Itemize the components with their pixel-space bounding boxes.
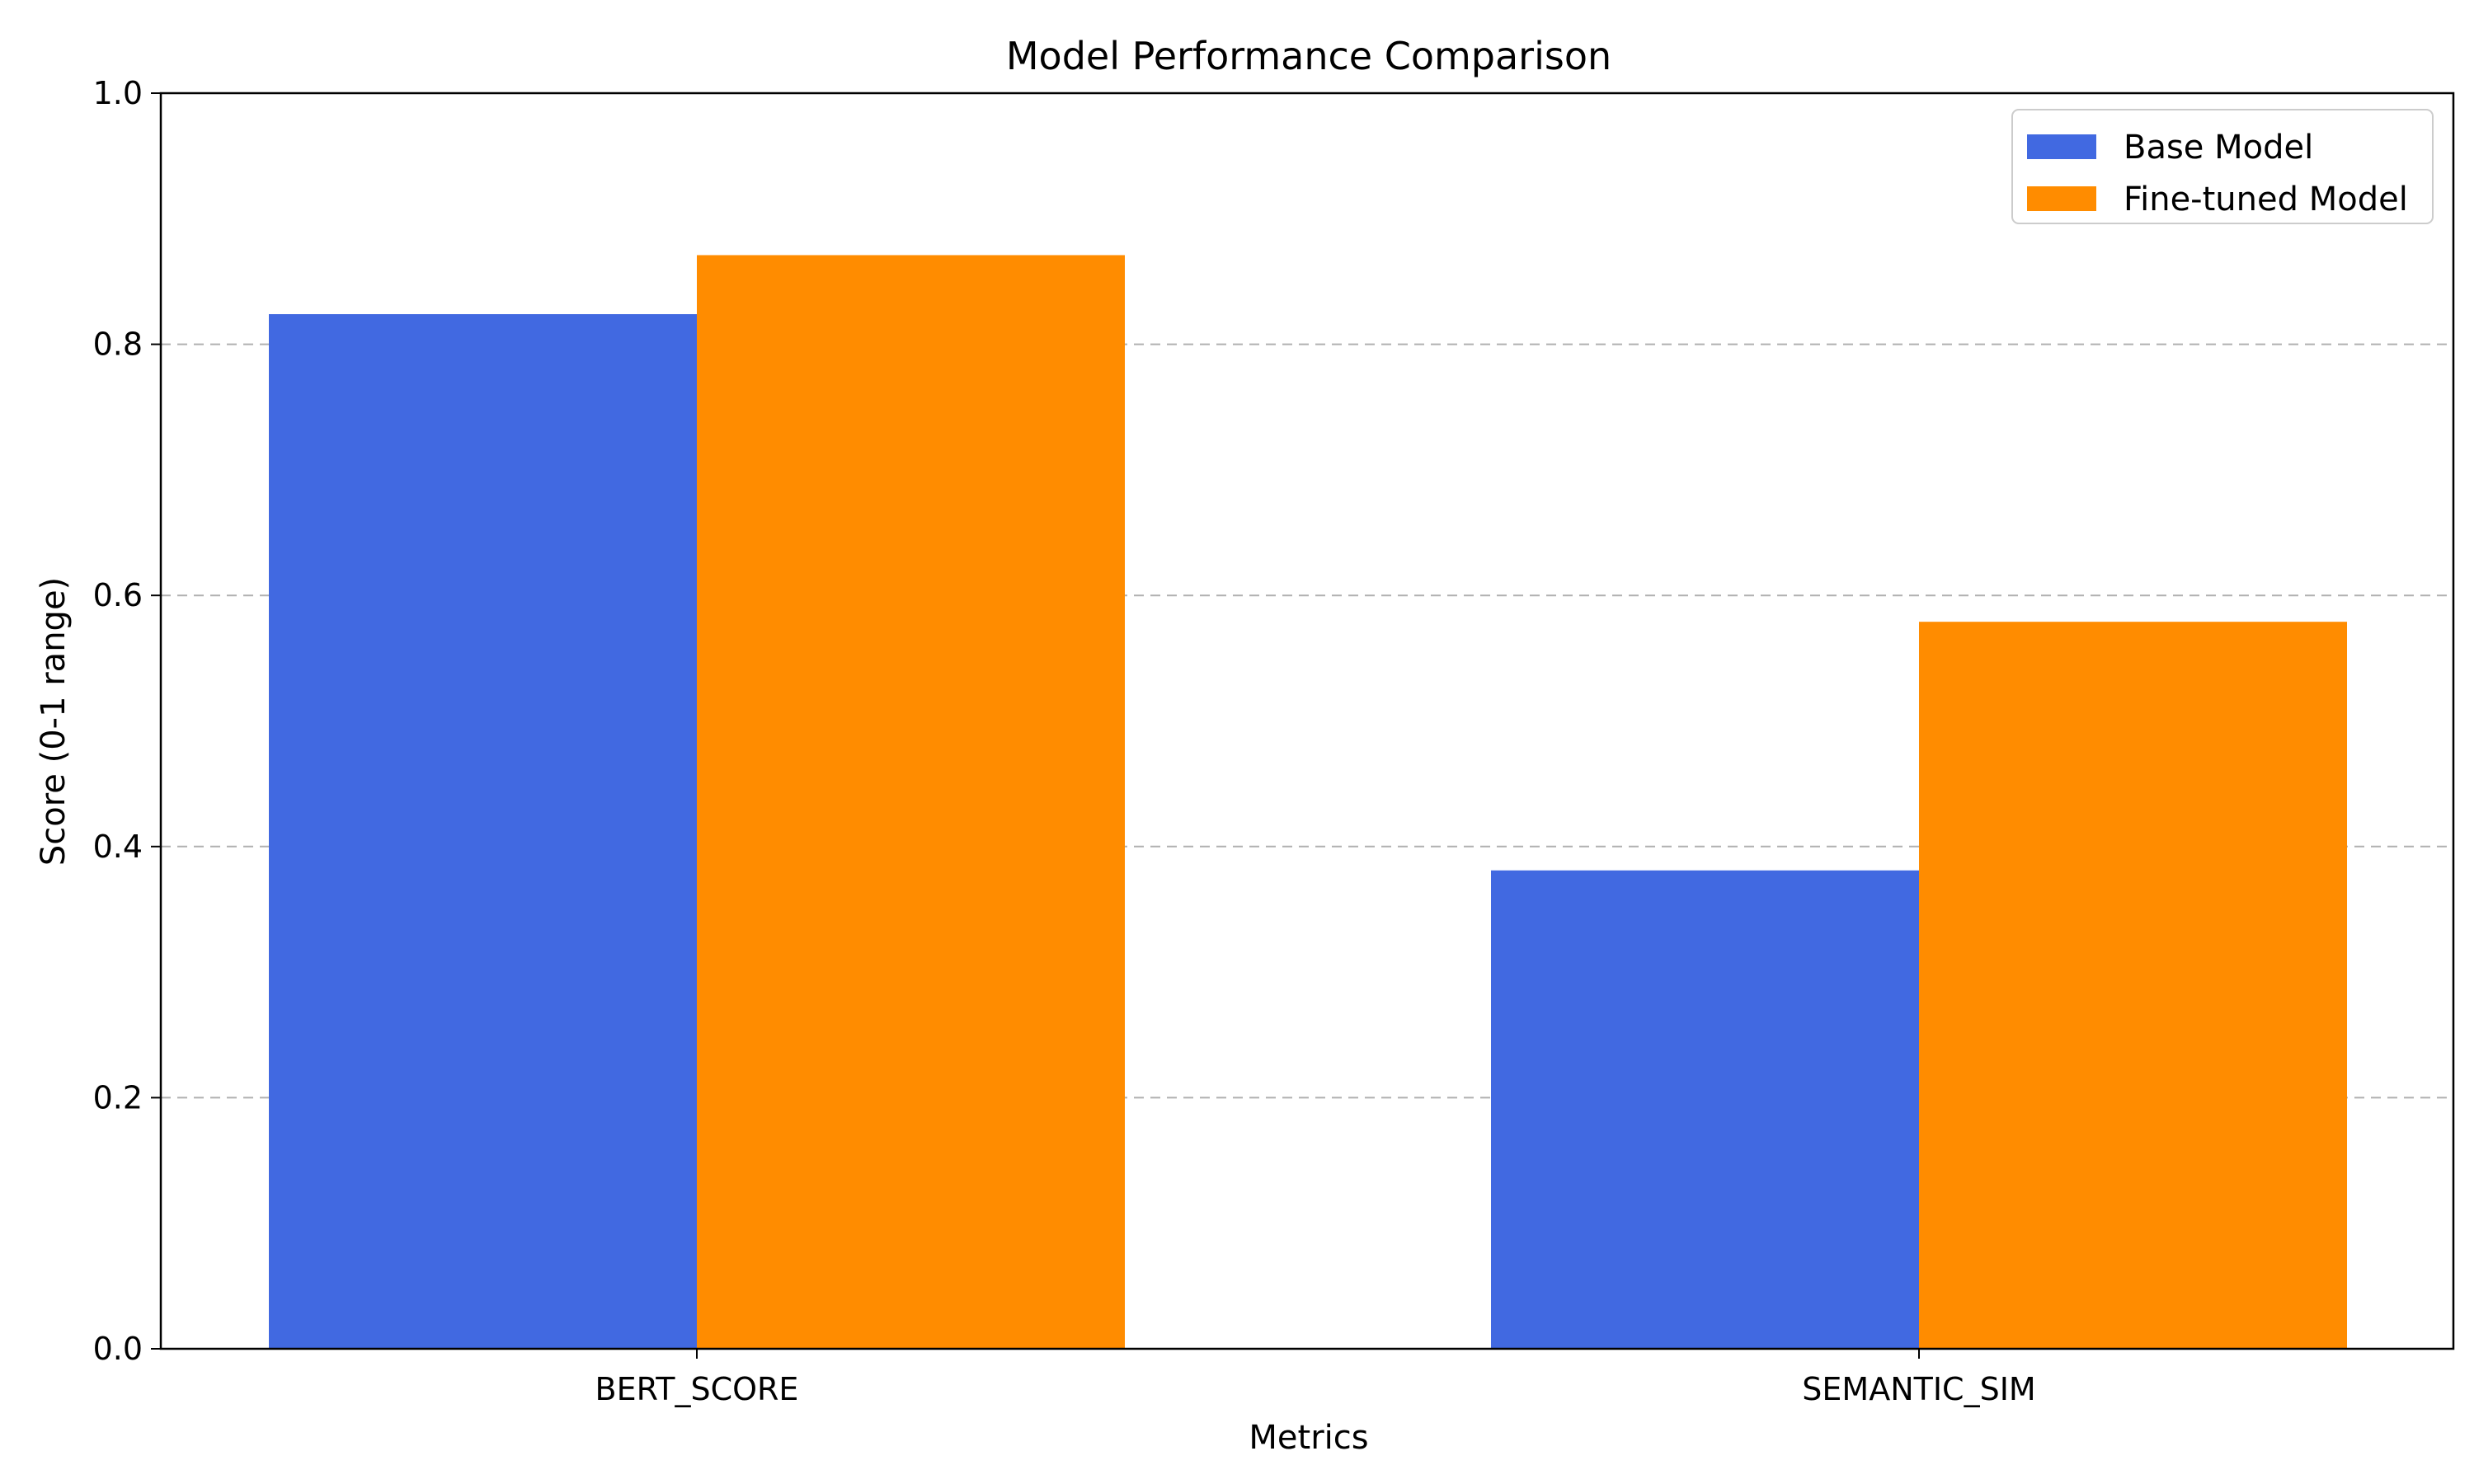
legend: Base Model Fine-tuned Model (2011, 109, 2434, 224)
y-axis-ticks: 0.0 0.2 0.4 0.6 0.8 1.0 (93, 75, 161, 1367)
x-axis-label: Metrics (1249, 1419, 1368, 1457)
plot-frame (159, 92, 2455, 1350)
x-tick-label: SEMANTIC_SIM (1802, 1371, 2035, 1407)
bar-fine-tuned-model-semantic-sim (1919, 622, 2347, 1349)
legend-label: Base Model (2124, 129, 2313, 167)
bar-base-model-semantic-sim (1491, 870, 1919, 1349)
legend-box (2011, 109, 2434, 224)
chart-title: Model Performance Comparison (1006, 34, 1611, 78)
x-tick-label: BERT_SCORE (595, 1371, 799, 1407)
y-tick-label: 0.8 (93, 326, 143, 363)
bar-base-model-bert-score (269, 314, 697, 1350)
legend-swatch (2027, 134, 2096, 159)
y-tick-label: 0.6 (93, 577, 143, 613)
x-axis-ticks: BERT_SCORE SEMANTIC_SIM (595, 1349, 2036, 1407)
y-axis-label: Score (0-1 range) (35, 577, 73, 866)
bars (269, 255, 2347, 1350)
legend-swatch (2027, 186, 2096, 211)
y-tick-label: 0.0 (93, 1331, 143, 1367)
y-tick-label: 1.0 (93, 75, 143, 111)
bar-fine-tuned-model-bert-score (697, 255, 1125, 1349)
y-tick-label: 0.2 (93, 1079, 143, 1115)
legend-label: Fine-tuned Model (2124, 181, 2408, 218)
y-tick-label: 0.4 (93, 829, 143, 865)
